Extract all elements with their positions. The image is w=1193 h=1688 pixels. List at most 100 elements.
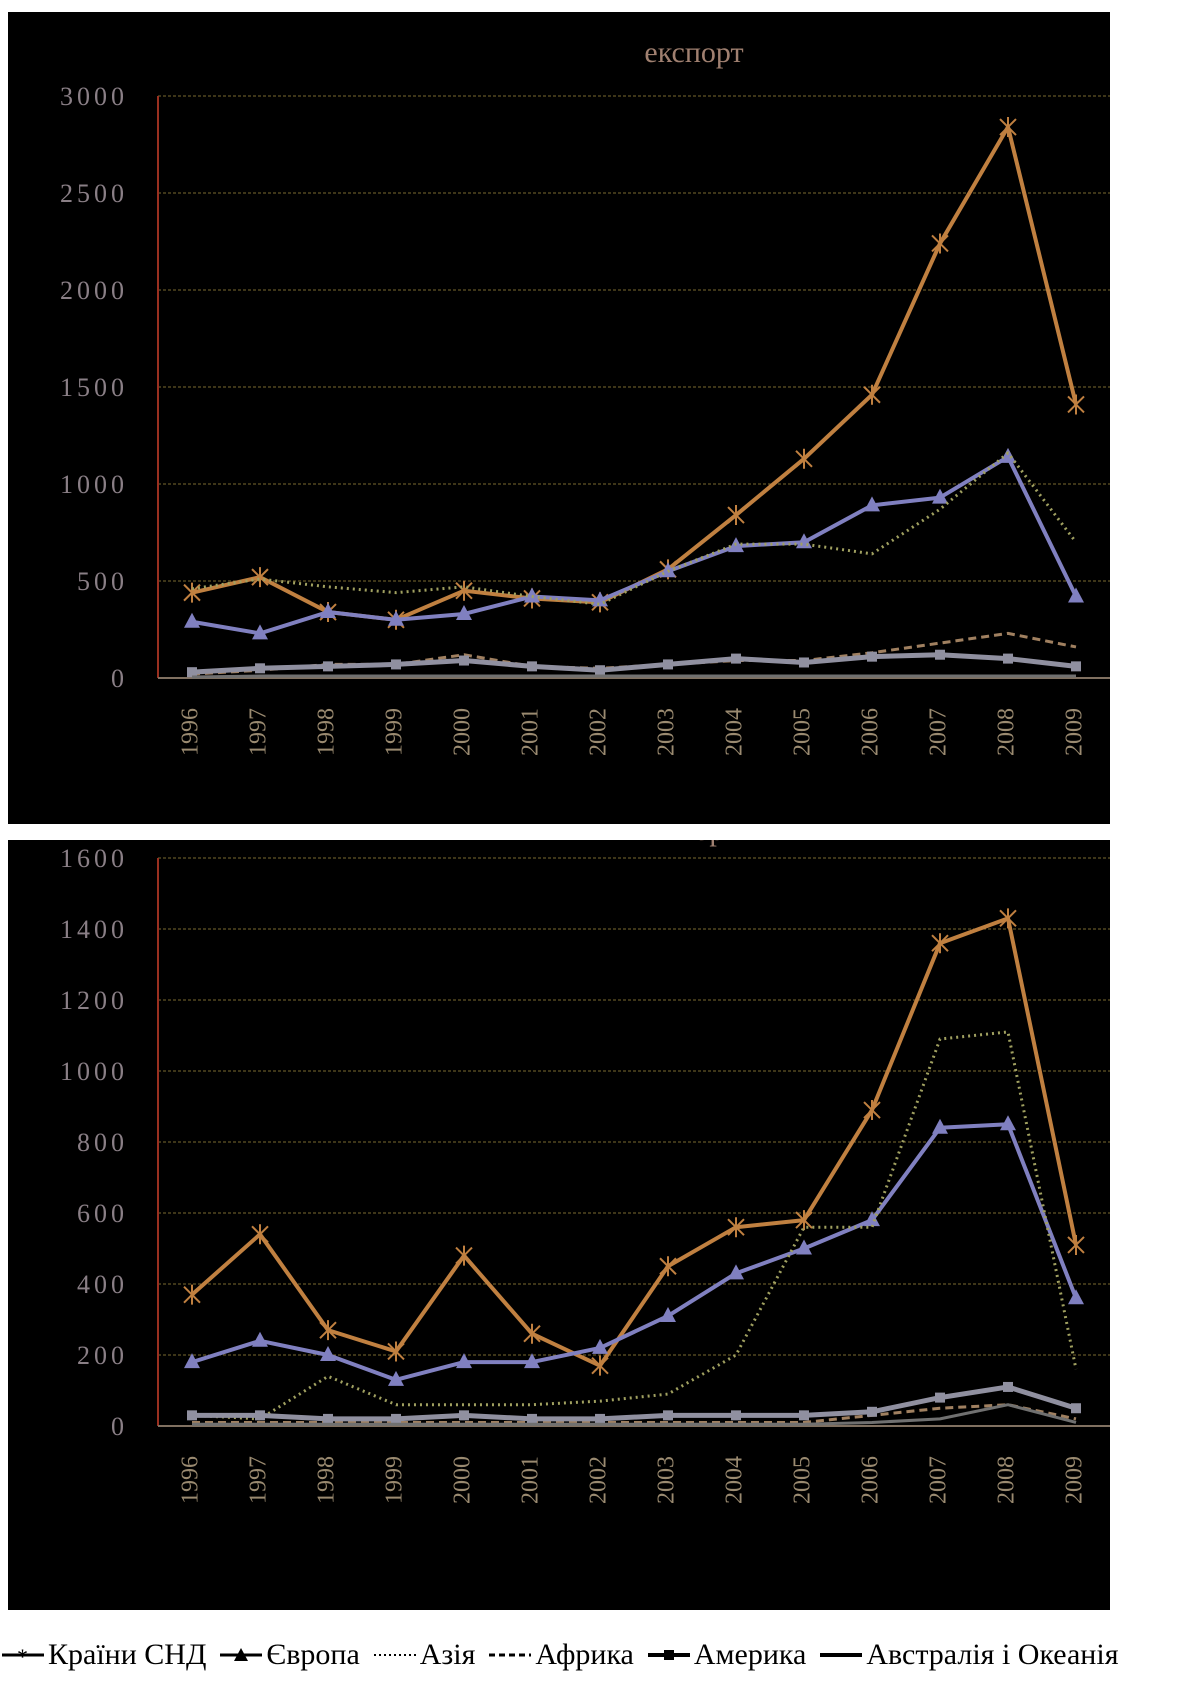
import-x-tick-label: 2003 [654, 1456, 680, 1504]
export-point-4 [867, 651, 877, 662]
export-point-1 [320, 603, 336, 619]
import-chart: імпорт 0 200 400 600 800 1000 1200 1400 1600 1996 1… [60, 814, 1110, 1504]
export-y-tick-label: 2500 [60, 179, 128, 208]
triangle-line-marker-icon [220, 1648, 263, 1661]
legend-label: Країни СНД [48, 1638, 207, 1671]
legend-label: Африка [535, 1638, 634, 1671]
import-point-0 [523, 1323, 541, 1344]
export-point-0 [727, 505, 745, 526]
import-point-4 [595, 1413, 605, 1424]
dotted-line-marker-icon [373, 1654, 416, 1656]
import-y-tick-label: 600 [77, 1199, 128, 1228]
export-point-4 [1003, 653, 1013, 664]
asterisk-line-marker-icon: * [2, 1645, 44, 1665]
import-point-1 [1068, 1289, 1084, 1305]
import-point-0 [455, 1245, 473, 1266]
export-x-tick-label: 2005 [790, 708, 816, 756]
import-series-line-3 [192, 1403, 1077, 1424]
export-point-4 [255, 663, 265, 674]
import-series-line-1 [191, 1122, 1078, 1382]
legend-label: Азія [419, 1638, 476, 1671]
import-point-1 [524, 1353, 540, 1369]
export-y-tick-label: 0 [111, 664, 128, 693]
export-point-4 [187, 667, 197, 678]
export-point-4 [731, 653, 741, 664]
export-point-4 [391, 659, 401, 670]
export-point-0 [455, 580, 473, 601]
import-point-0 [999, 908, 1017, 929]
chart-legend: * Країни СНД Європа Азія Африка Америка … [0, 1630, 1193, 1680]
import-point-1 [252, 1331, 268, 1347]
export-point-1 [1000, 447, 1016, 463]
import-point-4 [323, 1413, 333, 1424]
import-point-0 [183, 1284, 201, 1305]
export-point-4 [527, 661, 537, 672]
export-point-0 [1067, 394, 1085, 415]
export-y-tick-label: 3000 [60, 82, 128, 111]
import-point-4 [663, 1410, 673, 1421]
import-x-tick-label: 2000 [450, 1456, 476, 1504]
export-point-4 [323, 661, 333, 672]
import-x-tick-label: 2006 [858, 1456, 884, 1504]
import-y-tick-label: 1000 [60, 1057, 128, 1086]
export-point-0 [183, 582, 201, 603]
export-x-tick-label: 2001 [518, 708, 544, 756]
import-point-4 [799, 1410, 809, 1421]
import-y-tick-label: 400 [77, 1270, 128, 1299]
export-y-tick-label: 1500 [60, 373, 128, 402]
export-point-4 [799, 657, 809, 668]
import-point-0 [795, 1210, 813, 1231]
export-point-4 [459, 655, 469, 666]
export-point-4 [663, 659, 673, 670]
export-x-tick-label: 2002 [586, 708, 612, 756]
import-point-0 [591, 1355, 609, 1376]
import-x-tick-label: 1999 [382, 1456, 408, 1504]
export-x-tick-label: 2009 [1062, 708, 1088, 756]
import-point-1 [456, 1353, 472, 1369]
export-x-tick-label: 1998 [314, 708, 340, 756]
import-x-tick-label: 1996 [178, 1456, 204, 1504]
export-y-tick-label: 1000 [60, 470, 128, 499]
export-point-4 [595, 665, 605, 676]
import-point-4 [1071, 1403, 1081, 1414]
export-point-1 [456, 604, 472, 620]
import-chart-title: імпорт [651, 840, 737, 847]
import-point-0 [1067, 1234, 1085, 1255]
import-point-1 [660, 1306, 676, 1322]
import-point-4 [391, 1413, 401, 1424]
import-y-tick-label: 1400 [60, 915, 128, 944]
legend-item-europe: Європа [220, 1638, 360, 1672]
import-point-4 [527, 1413, 537, 1424]
import-x-tick-label: 2009 [1062, 1456, 1088, 1504]
import-point-4 [731, 1410, 741, 1421]
export-series-line-5 [191, 674, 1076, 679]
export-x-tick-label: 2008 [994, 708, 1020, 756]
import-x-tick-label: 2007 [926, 1456, 952, 1504]
svg-text:*: * [17, 1645, 28, 1665]
legend-item-cis: * Країни СНД [2, 1638, 206, 1672]
export-x-tick-label: 2006 [858, 708, 884, 756]
solid-line-marker-icon [820, 1653, 863, 1657]
import-x-tick-label: 1998 [314, 1456, 340, 1504]
import-series-line-0 [190, 916, 1078, 1368]
import-point-1 [728, 1264, 744, 1280]
import-point-1 [388, 1370, 404, 1386]
import-y-tick-label: 1200 [60, 986, 128, 1015]
legend-label: Європа [266, 1638, 360, 1671]
import-y-tick-label: 200 [77, 1341, 128, 1370]
import-x-tick-label: 2004 [722, 1456, 748, 1504]
legend-label: Америка [693, 1638, 807, 1671]
export-series-line-2 [191, 451, 1078, 606]
export-point-4 [935, 649, 945, 660]
export-series-line-1 [191, 454, 1078, 636]
export-x-tick-label: 1999 [382, 708, 408, 756]
import-y-tick-label: 800 [77, 1128, 128, 1157]
export-point-1 [252, 624, 268, 640]
import-point-1 [1000, 1115, 1016, 1131]
import-series-line-4 [192, 1384, 1077, 1422]
export-point-0 [999, 117, 1017, 138]
import-x-tick-label: 2005 [790, 1456, 816, 1504]
import-point-1 [184, 1353, 200, 1369]
import-point-4 [1003, 1381, 1013, 1392]
export-x-tick-label: 2007 [926, 708, 952, 756]
